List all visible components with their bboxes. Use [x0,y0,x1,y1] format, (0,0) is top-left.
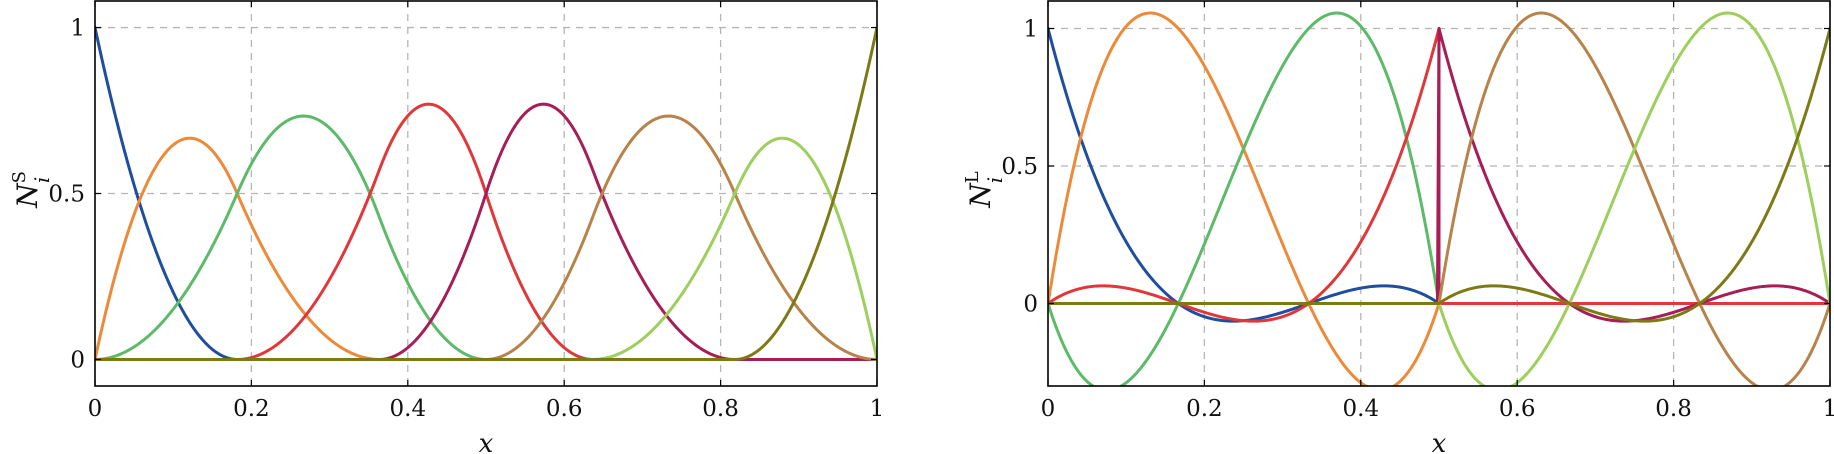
y-axis-label: NSi [9,171,54,209]
series-group [1048,11,1830,386]
x-tick-label: 0.4 [390,396,427,422]
x-tick-label: 0.2 [1186,396,1223,422]
x-tick-label: 0.2 [233,396,270,422]
series-line-5 [1048,27,1830,323]
plot-frame [1047,0,1831,387]
x-tick-label: 1 [870,396,885,422]
y-tick-label: 0.5 [1001,154,1038,180]
y-tick-label: 1 [1023,17,1038,43]
x-axis-label: x [479,429,494,454]
x-tick-label: 0.8 [1655,396,1692,422]
y-tick-label: 0 [1023,292,1038,318]
right-chart-lagrange: 0 0.2 0.4 0.6 0.8 1 0 0.5 1 x NLi [962,0,1834,454]
y-tick-label: 1 [70,16,85,42]
series-line-4 [95,102,877,361]
series-line-8 [1048,27,1830,323]
x-axis-label: x [1432,429,1447,454]
x-tick-label: 0.6 [1499,396,1536,422]
y-axis-label: NLi [962,171,1007,209]
x-tick-label: 0.4 [1343,396,1380,422]
series-line-8 [95,26,877,361]
x-tick-label: 0.6 [546,396,583,422]
y-tick-label: 0.5 [48,182,85,208]
series-line-5 [95,102,877,361]
x-tick-label: 1 [1823,396,1834,422]
y-tick-label: 0 [70,347,85,373]
x-tick-label: 0.8 [702,396,739,422]
left-chart-splines: 0 0.2 0.4 0.6 0.8 1 0 0.5 1 x NSi [9,0,885,454]
series-group [95,26,877,361]
x-tick-label: 0 [1041,396,1056,422]
x-tick-label: 0 [88,396,103,422]
